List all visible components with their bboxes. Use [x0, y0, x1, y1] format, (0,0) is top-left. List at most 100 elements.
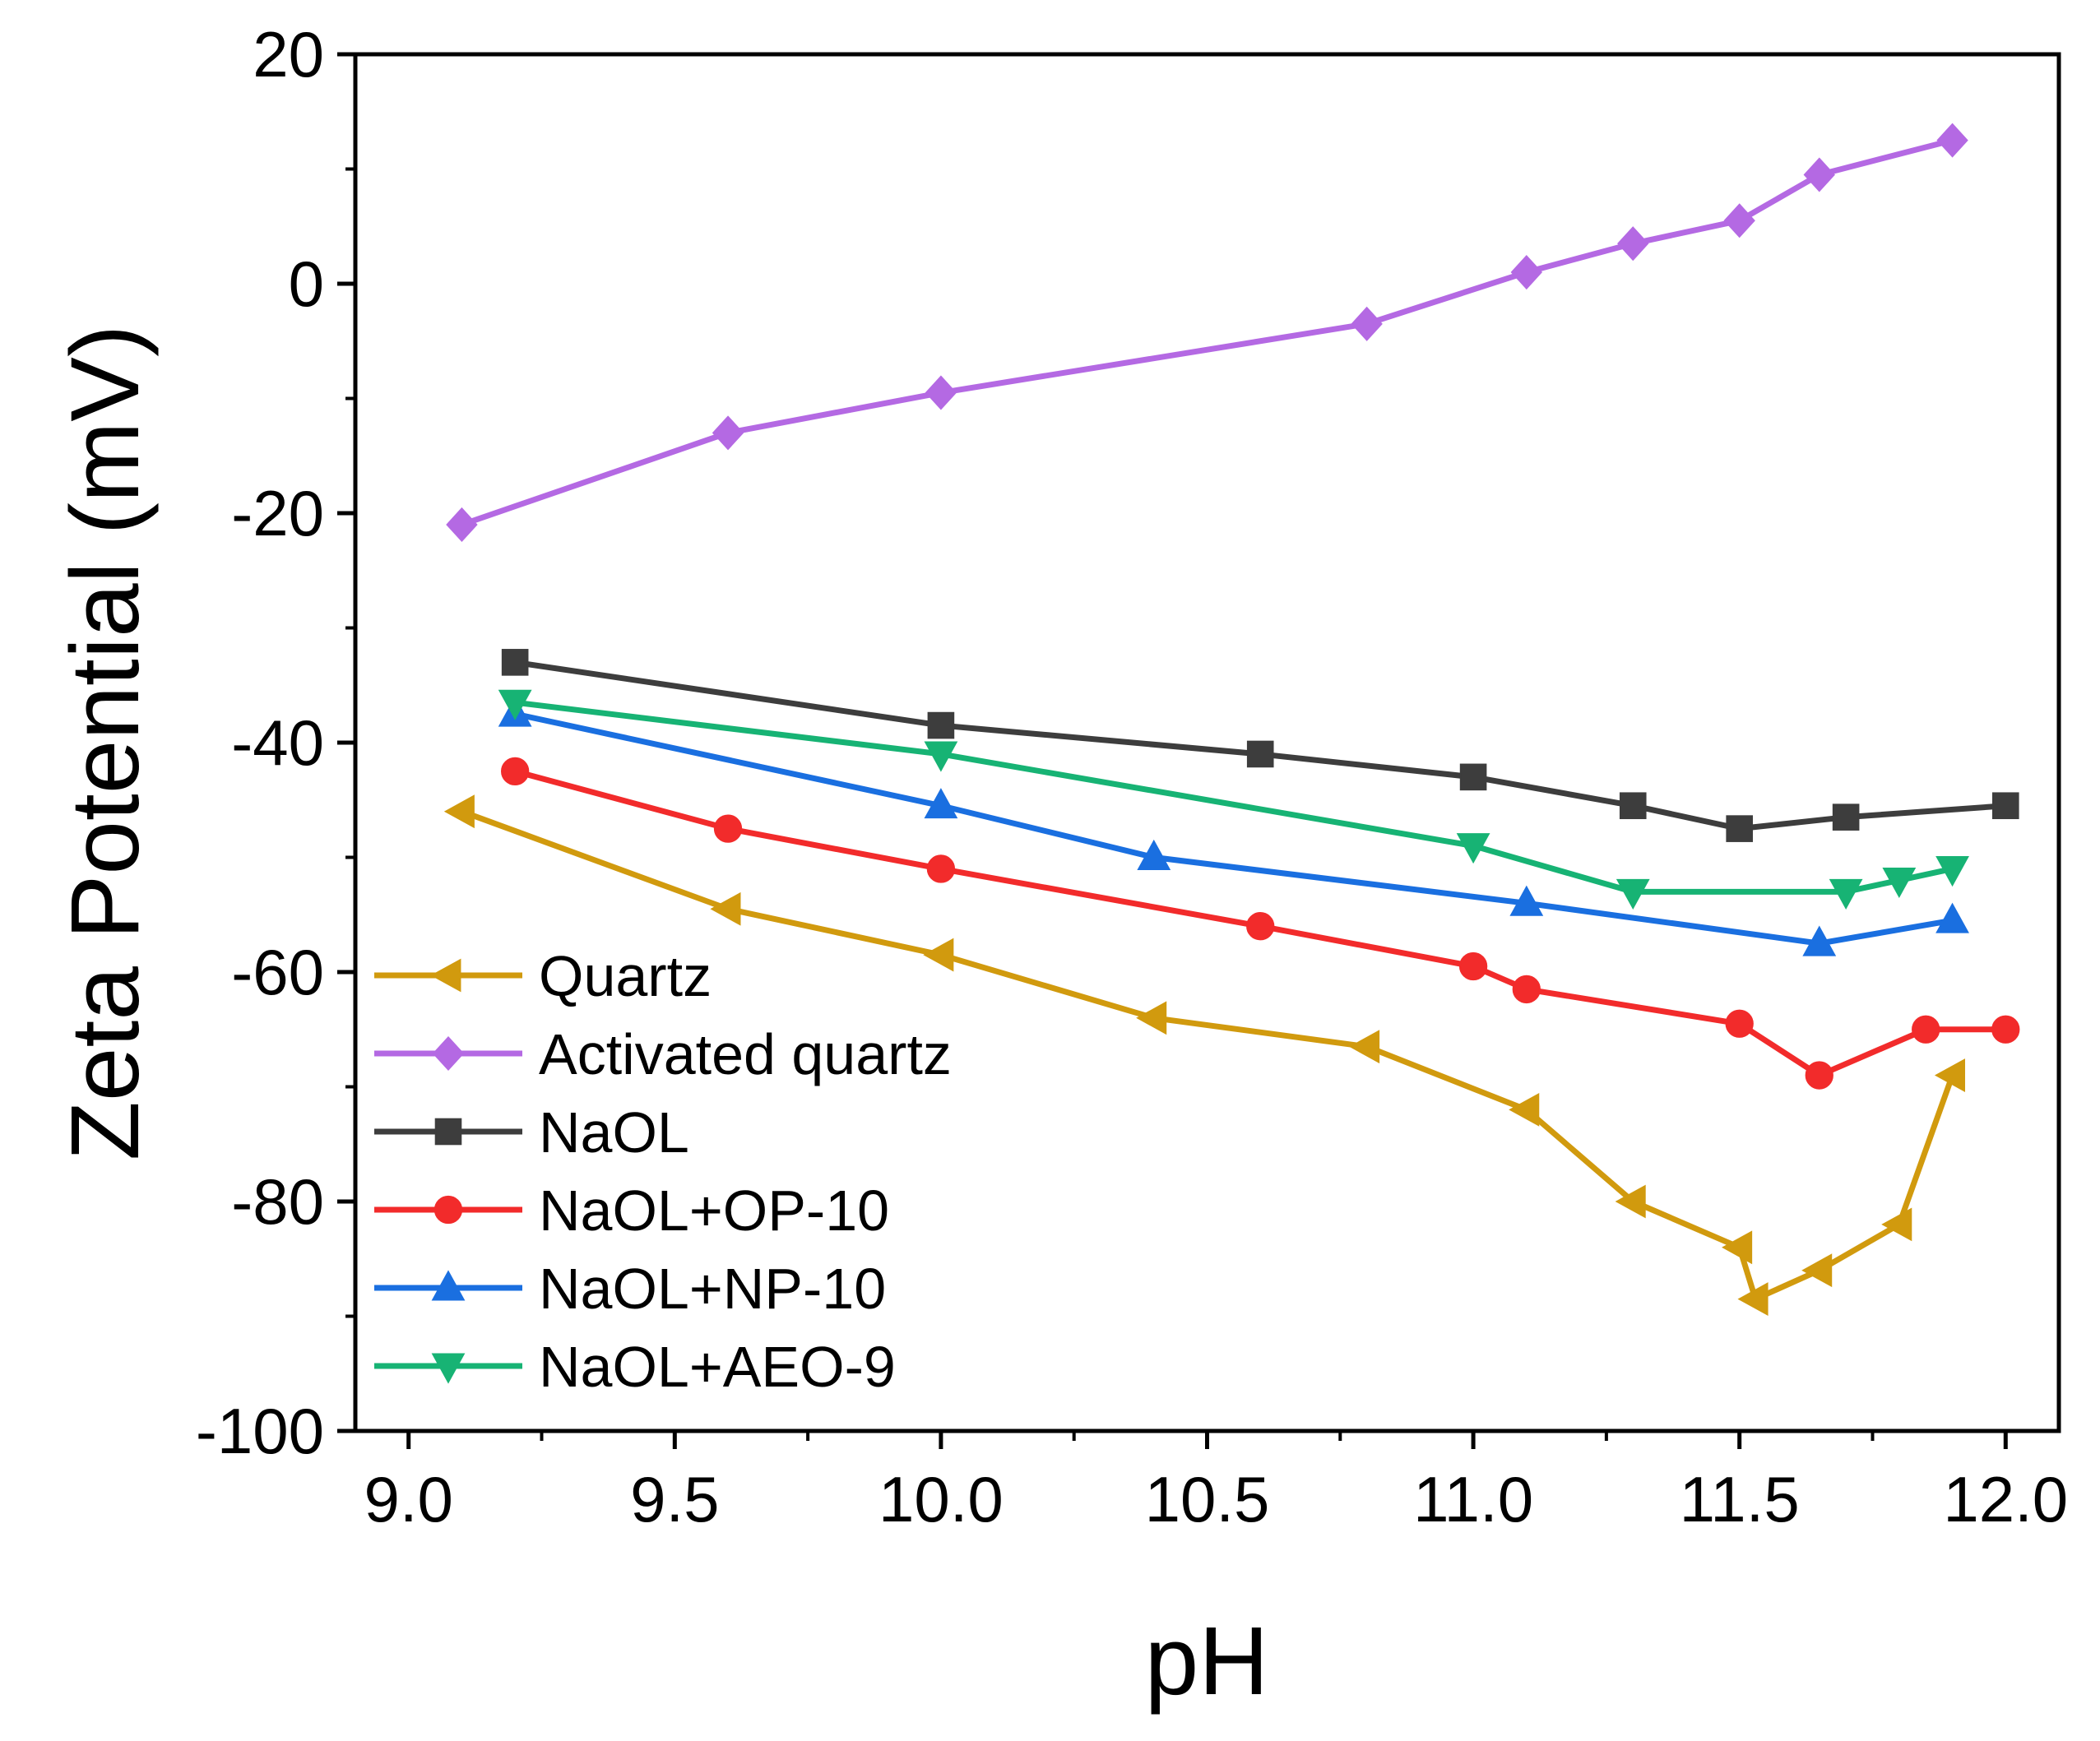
data-point	[1803, 157, 1835, 192]
legend-entry: Quartz	[374, 944, 712, 1008]
legend-marker	[433, 1195, 463, 1225]
series-layer	[443, 123, 2020, 1316]
x-tick-label: 12.0	[1943, 1463, 2068, 1535]
series-line	[514, 659, 2006, 832]
y-tick-label: -60	[231, 936, 324, 1008]
legend-marker	[434, 1118, 462, 1146]
data-point	[1509, 1093, 1540, 1127]
data-point	[1882, 867, 1917, 899]
data-point	[1881, 1207, 1912, 1242]
series-line	[514, 768, 2006, 1079]
y-tick-label: -100	[196, 1395, 324, 1467]
series-naol-aeo-9	[498, 689, 1969, 910]
data-point	[1510, 255, 1543, 290]
y-tick-label: 20	[253, 18, 324, 90]
data-point	[1458, 952, 1488, 981]
legend-label: NaOL+NP-10	[539, 1257, 886, 1321]
data-point	[443, 794, 475, 829]
data-point	[1459, 763, 1487, 791]
legend-entry: NaOL+NP-10	[374, 1257, 886, 1321]
series-line	[461, 137, 1954, 528]
data-point	[1137, 839, 1171, 870]
series-line	[514, 699, 1954, 895]
series-line	[461, 808, 1955, 1303]
data-point	[498, 689, 532, 720]
data-point	[1349, 1030, 1380, 1064]
y-tick-label: -20	[231, 477, 324, 549]
data-point	[1801, 1253, 1833, 1288]
data-point	[446, 507, 478, 542]
data-point	[1805, 1061, 1833, 1090]
y-tick-label: -40	[231, 706, 324, 779]
data-point	[1935, 902, 1969, 933]
data-point	[1936, 123, 1968, 158]
data-point	[501, 649, 529, 676]
legend-label: Quartz	[539, 944, 712, 1008]
data-point	[1246, 912, 1275, 941]
data-point	[1456, 833, 1490, 864]
data-point	[1509, 885, 1544, 916]
data-point	[1617, 226, 1649, 262]
data-point	[926, 854, 956, 883]
data-point	[924, 741, 958, 772]
data-point	[1136, 1001, 1167, 1035]
data-point	[501, 757, 530, 786]
y-axis-title: Zeta Potential (mV)	[51, 325, 160, 1160]
data-point	[1512, 975, 1541, 1004]
legend-label: NaOL+AEO-9	[539, 1335, 896, 1399]
data-point	[1615, 1184, 1646, 1219]
data-point	[1351, 306, 1383, 341]
data-point	[927, 711, 955, 739]
legend-marker	[432, 1035, 465, 1072]
x-axis-title: pH	[1145, 1607, 1269, 1716]
x-tick-label: 10.0	[878, 1463, 1004, 1535]
data-point	[1912, 1015, 1940, 1044]
series-naol-op-10	[501, 757, 2020, 1090]
data-point	[1246, 740, 1274, 768]
data-point	[1991, 1015, 2020, 1044]
legend-entry: NaOL	[374, 1100, 689, 1165]
legend-label: NaOL	[539, 1100, 689, 1165]
legend: Quartz Activated quartz NaOL NaOL+OP-10 NaOL…	[374, 944, 952, 1399]
series-quartz	[443, 794, 1966, 1316]
data-point	[1802, 925, 1837, 956]
data-point	[1616, 878, 1650, 910]
x-tick-label: 9.0	[364, 1463, 453, 1535]
x-tick-label: 9.5	[630, 1463, 719, 1535]
data-point	[1725, 1009, 1754, 1038]
axis-ticks	[337, 52, 2008, 1449]
data-point	[712, 415, 744, 451]
data-point	[1737, 1282, 1769, 1316]
data-point	[924, 788, 958, 819]
x-tick-label: 11.0	[1413, 1463, 1533, 1535]
x-tick-label: 11.5	[1680, 1463, 1800, 1535]
legend-entry: Activated quartz	[374, 1022, 952, 1086]
legend-label: NaOL+OP-10	[539, 1178, 889, 1243]
data-point	[1726, 815, 1753, 842]
data-point	[1991, 792, 2019, 820]
data-point	[1935, 856, 1969, 887]
data-point	[1832, 803, 1860, 831]
legend-entry: NaOL+AEO-9	[374, 1335, 896, 1399]
legend-marker	[430, 958, 461, 993]
data-point	[1829, 878, 1863, 910]
y-tick-label: 0	[289, 248, 324, 320]
series-line	[514, 711, 1954, 947]
data-point	[713, 814, 743, 843]
data-point	[923, 938, 954, 972]
data-point	[1723, 203, 1755, 238]
data-point	[1934, 1058, 1966, 1092]
legend-entry: NaOL+OP-10	[374, 1178, 889, 1243]
data-point	[710, 891, 741, 926]
legend-label: Activated quartz	[539, 1022, 952, 1086]
series-activated-quartz	[446, 123, 1968, 542]
x-tick-label: 10.5	[1145, 1463, 1270, 1535]
tick-labels: 9.0 9.5 10.0 10.5 11.0 11.5 12.0 20 0 -20 -40 -60 -8…	[196, 18, 2068, 1535]
series-naol	[501, 649, 2019, 842]
y-tick-label: -80	[231, 1165, 324, 1238]
legend-marker	[431, 1270, 466, 1301]
legend-marker	[431, 1353, 466, 1384]
data-point	[1722, 1230, 1753, 1265]
data-point	[925, 375, 957, 410]
